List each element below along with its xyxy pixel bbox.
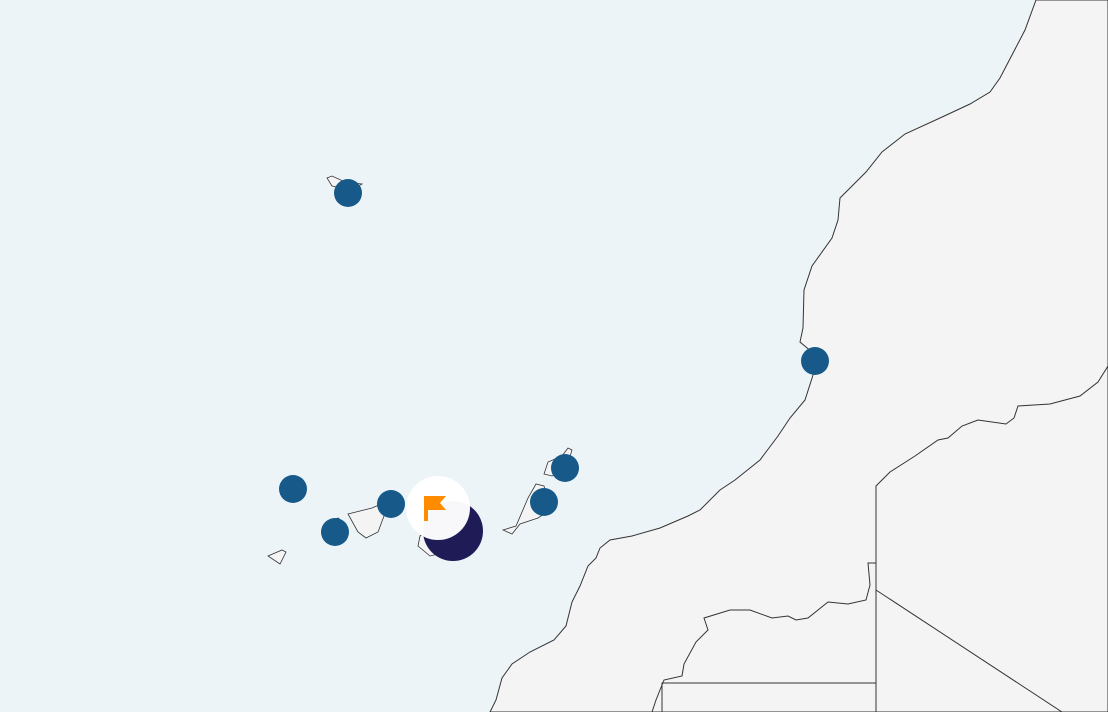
flag-icon xyxy=(424,496,446,521)
marker-madeira[interactable] xyxy=(334,179,362,207)
marker-tenerife[interactable] xyxy=(377,490,405,518)
selected-marker-gran-canaria[interactable] xyxy=(406,476,483,561)
border-morocco-ws xyxy=(651,562,876,712)
border-morocco-algeria xyxy=(875,365,1108,712)
marker-fuerteventura[interactable] xyxy=(530,488,558,516)
mainland-africa xyxy=(489,0,1108,712)
marker-lanzarote[interactable] xyxy=(551,454,579,482)
island-el-hierro xyxy=(267,549,287,565)
marker-la-palma[interactable] xyxy=(279,475,307,503)
marker-la-gomera[interactable] xyxy=(321,518,349,546)
marker-coast[interactable] xyxy=(801,347,829,375)
border-western-sahara xyxy=(875,589,1063,712)
border-mauritania xyxy=(661,682,876,712)
